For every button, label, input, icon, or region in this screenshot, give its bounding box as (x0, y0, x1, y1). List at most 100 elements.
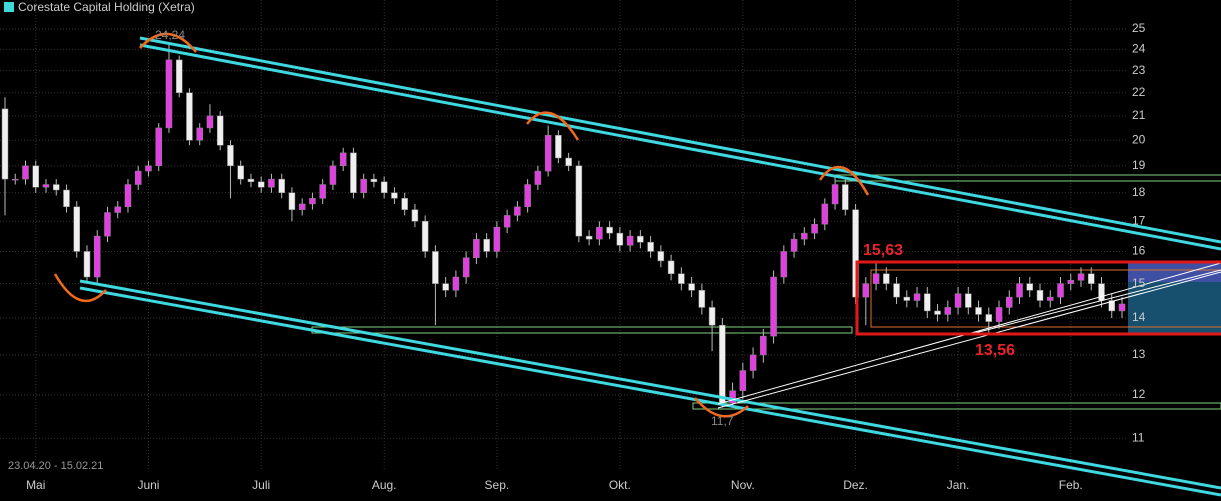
channel-line (139, 43, 1221, 251)
candle-body (934, 310, 941, 315)
candle-body (155, 127, 162, 167)
x-tick-label: Jan. (947, 478, 970, 492)
candle-body (801, 232, 808, 240)
candle-body (1026, 283, 1034, 291)
candle-body (698, 290, 706, 308)
candle-body (473, 238, 480, 258)
candle-body (114, 206, 121, 213)
candle-body (93, 235, 101, 278)
candle-body (247, 178, 255, 183)
candle-body (83, 251, 91, 278)
candle-body (842, 184, 849, 210)
candle-body (1118, 303, 1126, 312)
trend-line (717, 271, 1221, 409)
candle-body (104, 212, 111, 237)
x-tick-label: Aug. (372, 478, 397, 492)
candle-body (370, 178, 378, 183)
y-tick-label: 16 (1132, 244, 1146, 258)
candle-body (811, 223, 818, 234)
candle-body (452, 276, 460, 291)
x-tick-label: Dez. (843, 478, 868, 492)
candle-body (514, 206, 521, 216)
y-tick-label: 11 (1132, 430, 1145, 444)
candle-body (165, 59, 173, 129)
candle-body (790, 238, 798, 252)
candle-body (995, 307, 1003, 322)
candle-body (124, 184, 132, 208)
candle-body (657, 251, 665, 262)
level-box (692, 402, 1221, 410)
range-box (855, 260, 1221, 336)
top-arc (818, 165, 870, 196)
candles (1, 44, 1126, 408)
candle-body (421, 220, 429, 252)
candle-body (329, 165, 337, 185)
candle-body (1047, 296, 1054, 301)
candle-body (1006, 296, 1013, 308)
candle-body (893, 283, 900, 298)
legend-swatch (4, 2, 14, 12)
candle-body (42, 184, 50, 188)
candle-body (544, 135, 552, 172)
x-tick-label: Feb. (1059, 478, 1083, 492)
candle-body (770, 276, 777, 337)
y-tick-label: 23 (1132, 63, 1146, 77)
candle-body (216, 115, 224, 146)
candle-body (780, 251, 788, 278)
candle-body (954, 293, 962, 308)
candle-body (432, 251, 439, 284)
candle-body (862, 283, 870, 298)
candle-body (1088, 273, 1095, 284)
candle-body (257, 181, 265, 188)
candle-body (1108, 300, 1116, 312)
candle-body (1057, 283, 1064, 298)
candle-body (227, 145, 234, 167)
candle-body (924, 293, 931, 312)
candle-body (401, 198, 408, 210)
candle-body (760, 335, 767, 356)
y-tick-label: 14 (1132, 310, 1146, 324)
candle-body (11, 178, 19, 181)
candle-body (22, 165, 29, 180)
candle-body (391, 192, 398, 199)
candle-body (288, 192, 296, 210)
x-tick-label: Juni (137, 478, 159, 492)
y-tick-label: 25 (1132, 21, 1146, 35)
candle-body (565, 157, 572, 167)
drawings-front (53, 32, 1221, 497)
candle-body (1067, 280, 1075, 284)
y-tick-label: 18 (1132, 185, 1146, 199)
candle-body (616, 232, 624, 246)
candle-body (575, 165, 583, 237)
candle-body (63, 189, 70, 208)
candle-body (1, 108, 9, 180)
y-tick-label: 22 (1132, 85, 1146, 99)
candle-body (944, 307, 952, 315)
annotation: 11,7 (711, 414, 734, 428)
inner-box (870, 269, 1221, 328)
candle-body (186, 92, 193, 141)
grid (0, 0, 1128, 470)
candle-body (637, 235, 644, 243)
candle-body (913, 293, 921, 301)
candle-body (319, 184, 326, 199)
candle-body (688, 283, 695, 291)
bottom-arc (53, 273, 107, 302)
channel-line (139, 36, 1221, 244)
candle-body (145, 165, 152, 172)
candle-body (134, 170, 142, 185)
candle-body (309, 198, 316, 205)
candle-body (1098, 283, 1105, 301)
y-tick-label: 21 (1132, 108, 1146, 122)
channel-line (79, 279, 1221, 490)
candle-body (821, 203, 829, 225)
candle-body (719, 324, 726, 404)
y-tick-label: 12 (1132, 387, 1146, 401)
zone-top (1128, 262, 1221, 282)
candle-body (411, 209, 419, 222)
annotation: 24,24 (155, 28, 185, 42)
candle-body (883, 273, 890, 284)
candle-body (278, 178, 285, 194)
